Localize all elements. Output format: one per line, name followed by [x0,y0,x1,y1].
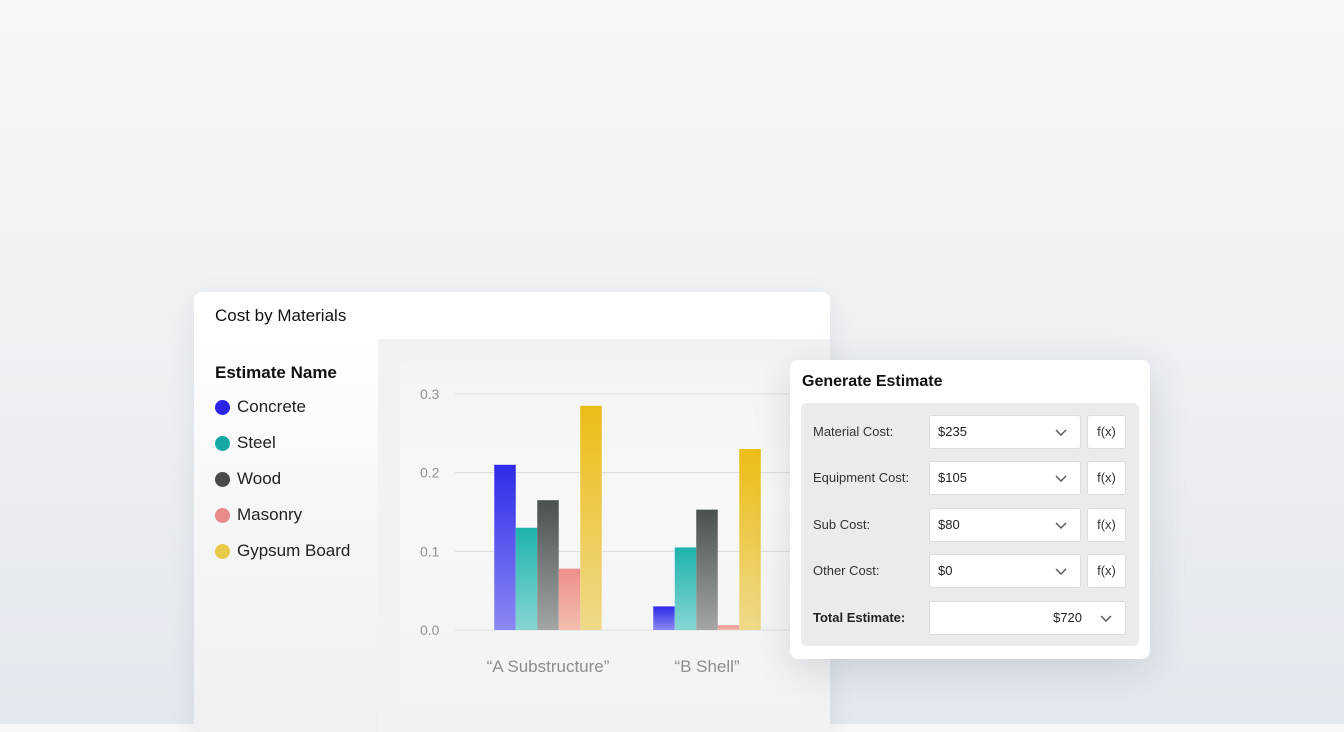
chevron-down-icon [1100,615,1112,622]
sub-cost-formula-button[interactable]: f(x) [1087,508,1126,542]
y-tick-label: 0.2 [420,465,440,481]
legend-label: Masonry [237,505,303,524]
gypsum-board-dot-icon [215,543,230,559]
other-cost-label: Other Cost: [813,563,880,578]
steel-dot-icon [215,435,230,451]
y-tick-label: 0.0 [420,622,440,638]
chevron-down-icon [1055,429,1067,436]
bar-steel[interactable] [674,547,697,630]
bar-masonry[interactable] [717,625,740,630]
wood-dot-icon [215,471,230,487]
legend-item-concrete[interactable]: Concrete [215,397,306,417]
legend-item-wood[interactable]: Wood [215,469,281,489]
chevron-down-icon [1055,522,1067,529]
legend-label: Concrete [237,397,306,416]
legend-item-steel[interactable]: Steel [215,433,276,453]
estimate-form: Material Cost: $235 f(x) Equipment Cost:… [801,403,1139,646]
material-cost-label: Material Cost: [813,424,894,439]
material-cost-row: Material Cost: $235 f(x) [801,415,1139,449]
legend-item-gypsum-board[interactable]: Gypsum Board [215,541,350,561]
bar-masonry[interactable] [558,568,581,630]
total-estimate-row: Total Estimate: $720 [801,601,1139,635]
bar-wood[interactable] [696,509,718,630]
card-title: Cost by Materials [194,292,830,339]
sub-cost-select[interactable]: $80 [929,508,1081,542]
bar-gypsum-board[interactable] [739,449,761,630]
legend-title: Estimate Name [215,363,337,382]
equipment-cost-formula-button[interactable]: f(x) [1087,461,1126,495]
other-cost-row: Other Cost: $0 f(x) [801,554,1139,588]
total-estimate-value: $720 [1053,610,1082,625]
x-category-label: “A Substructure” [487,657,610,676]
x-category-label: “B Shell” [674,657,740,676]
legend-label: Steel [237,433,276,452]
total-estimate-label: Total Estimate: [813,610,906,625]
cost-by-materials-card: Cost by Materials Estimate Name Concrete… [194,292,830,732]
bar-gypsum-board[interactable] [580,405,602,630]
y-tick-label: 0.1 [420,543,440,559]
generate-estimate-card: Generate Estimate Material Cost: $235 f(… [790,360,1150,659]
other-cost-formula-button[interactable]: f(x) [1087,554,1126,588]
total-estimate-select[interactable]: $720 [929,601,1126,635]
chevron-down-icon [1055,568,1067,575]
chevron-down-icon [1055,475,1067,482]
card-title: Generate Estimate [802,373,943,390]
select-value: $235 [938,424,967,439]
select-value: $105 [938,470,967,485]
equipment-cost-label: Equipment Cost: [813,470,910,485]
bar-chart-panel: 0.0 0.1 0.2 0.3 “A Substructure” “B Shell” [400,361,808,705]
y-tick-label: 0.3 [420,386,440,402]
concrete-dot-icon [215,399,230,415]
sub-cost-row: Sub Cost: $80 f(x) [801,508,1139,542]
bar-chart: 0.0 0.1 0.2 0.3 “A Substructure” “B Shell” [420,386,800,676]
bar-wood[interactable] [537,500,559,630]
material-cost-formula-button[interactable]: f(x) [1087,415,1126,449]
legend-item-masonry[interactable]: Masonry [215,505,302,525]
select-value: $0 [938,563,953,578]
bar-concrete[interactable] [494,464,516,630]
equipment-cost-select[interactable]: $105 [929,461,1081,495]
select-value: $80 [938,517,960,532]
other-cost-select[interactable]: $0 [929,554,1081,588]
equipment-cost-row: Equipment Cost: $105 f(x) [801,461,1139,495]
legend-label: Wood [237,469,282,488]
bar-concrete[interactable] [653,606,675,630]
material-cost-select[interactable]: $235 [929,415,1081,449]
legend-panel: Estimate Name Concrete Steel Wood Masonr… [194,339,378,732]
legend-label: Gypsum Board [237,541,351,560]
sub-cost-label: Sub Cost: [813,517,871,532]
bar-steel[interactable] [515,527,538,630]
masonry-dot-icon [215,507,230,523]
